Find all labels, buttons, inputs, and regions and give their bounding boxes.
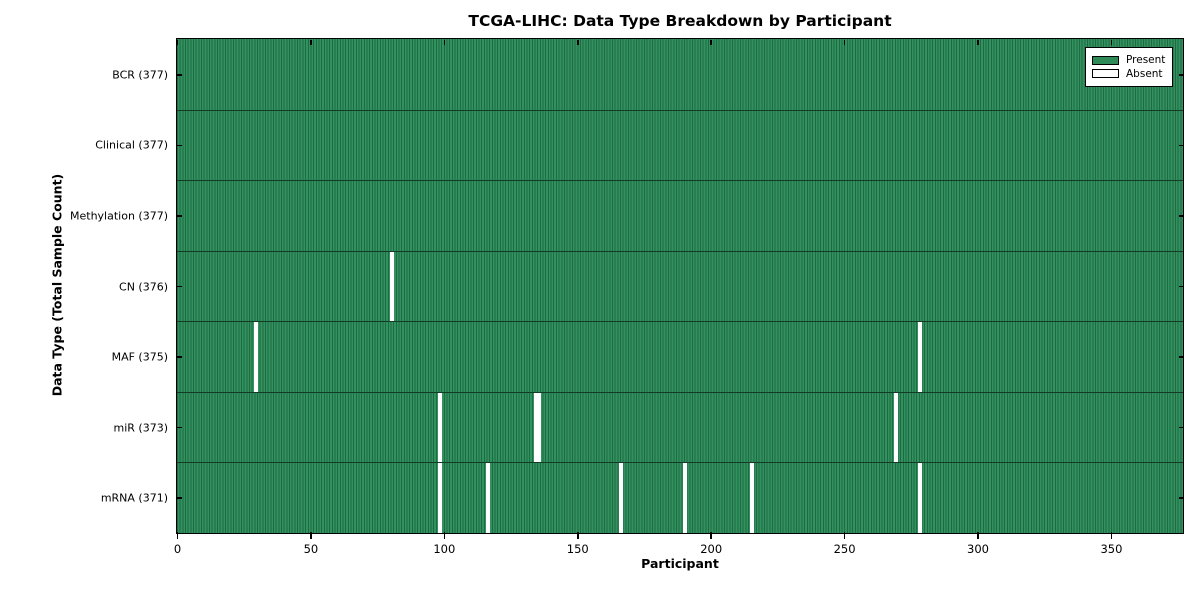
x-tick-label-350: 350 xyxy=(1100,541,1123,556)
absent-cell-miR-135 xyxy=(536,392,541,463)
x-tick-top-300 xyxy=(977,39,979,45)
x-tick-bottom-50 xyxy=(310,531,312,539)
x-tick-label-200: 200 xyxy=(700,541,723,556)
y-tick-left-MAF xyxy=(175,356,182,358)
absent-cell-CN-80 xyxy=(389,251,394,322)
plot-area xyxy=(176,38,1184,534)
y-tick-label-MAF: MAF (375) xyxy=(111,350,168,364)
y-tick-label-Methylation: Methylation (377) xyxy=(70,209,168,223)
y-axis-label: Data Type (Total Sample Count) xyxy=(49,173,65,397)
mosaic-row-miR xyxy=(177,391,1183,463)
y-tick-left-BCR xyxy=(175,74,182,76)
y-tick-left-Clinical xyxy=(175,144,182,147)
legend-present-swatch-icon xyxy=(1092,55,1119,65)
mosaic-rows xyxy=(177,39,1183,533)
y-tick-right-Clinical xyxy=(1178,144,1184,147)
x-tick-top-0 xyxy=(176,39,179,45)
x-axis-label: Participant xyxy=(641,556,719,571)
absent-cell-MAF-278 xyxy=(918,322,923,392)
x-tick-top-100 xyxy=(443,39,446,45)
y-tick-label-BCR: BCR (377) xyxy=(112,68,168,82)
x-tick-bottom-200 xyxy=(710,531,712,539)
x-tick-top-350 xyxy=(1110,39,1113,45)
x-tick-label-250: 250 xyxy=(833,541,856,556)
y-tick-right-mRNA xyxy=(1178,497,1184,499)
y-tick-label-mRNA: mRNA (371) xyxy=(100,491,168,505)
absent-cell-mRNA-98 xyxy=(437,463,442,533)
y-tick-left-Methylation xyxy=(175,215,182,217)
absent-cell-miR-269 xyxy=(894,392,899,463)
legend-present-label: Present xyxy=(1126,54,1166,66)
mosaic-row-BCR xyxy=(177,39,1183,110)
absent-cell-mRNA-190 xyxy=(683,463,688,533)
x-tick-top-50 xyxy=(310,39,312,45)
y-tick-left-miR xyxy=(175,426,182,429)
x-tick-top-250 xyxy=(843,39,846,45)
x-tick-label-50: 50 xyxy=(303,541,319,556)
x-tick-top-150 xyxy=(577,39,579,45)
y-tick-right-BCR xyxy=(1178,74,1184,76)
mosaic-row-MAF xyxy=(177,321,1183,392)
absent-cell-mRNA-215 xyxy=(750,463,755,533)
x-tick-bottom-350 xyxy=(1110,531,1113,539)
legend-entry-present: Present xyxy=(1092,55,1166,66)
y-tick-left-mRNA xyxy=(175,497,182,499)
legend: Present Absent xyxy=(1085,47,1173,87)
x-tick-label-100: 100 xyxy=(433,541,456,556)
absent-cell-MAF-29 xyxy=(253,322,258,392)
absent-cell-miR-98 xyxy=(437,392,442,463)
y-tick-right-CN xyxy=(1178,285,1184,288)
x-tick-label-300: 300 xyxy=(967,541,989,556)
y-tick-label-Clinical: Clinical (377) xyxy=(95,138,168,152)
absent-cell-mRNA-166 xyxy=(619,463,624,533)
x-tick-bottom-250 xyxy=(843,531,846,539)
chart-title: TCGA-LIHC: Data Type Breakdown by Partic… xyxy=(468,12,892,30)
x-tick-bottom-100 xyxy=(443,531,446,539)
mosaic-row-CN xyxy=(177,250,1183,322)
y-tick-label-miR: miR (373) xyxy=(113,421,169,435)
x-tick-bottom-0 xyxy=(176,531,179,539)
y-tick-right-miR xyxy=(1178,426,1184,429)
x-tick-label-0: 0 xyxy=(173,541,182,556)
x-tick-bottom-150 xyxy=(577,531,579,539)
mosaic-row-Methylation xyxy=(177,180,1183,251)
absent-cell-miR-134 xyxy=(533,392,538,463)
mosaic-row-mRNA xyxy=(177,462,1183,533)
y-tick-label-CN: CN (376) xyxy=(119,280,168,293)
absent-cell-mRNA-278 xyxy=(918,463,923,533)
x-tick-label-150: 150 xyxy=(566,541,589,556)
y-tick-right-Methylation xyxy=(1178,215,1184,217)
x-tick-top-200 xyxy=(710,39,712,45)
legend-absent-swatch-icon xyxy=(1092,69,1119,79)
x-tick-bottom-300 xyxy=(977,531,979,539)
absent-cell-mRNA-116 xyxy=(485,463,490,533)
legend-entry-absent: Absent xyxy=(1092,67,1166,80)
legend-absent-label: Absent xyxy=(1126,67,1163,80)
mosaic-row-Clinical xyxy=(177,109,1183,181)
y-tick-left-CN xyxy=(175,285,182,288)
y-tick-right-MAF xyxy=(1178,356,1184,358)
